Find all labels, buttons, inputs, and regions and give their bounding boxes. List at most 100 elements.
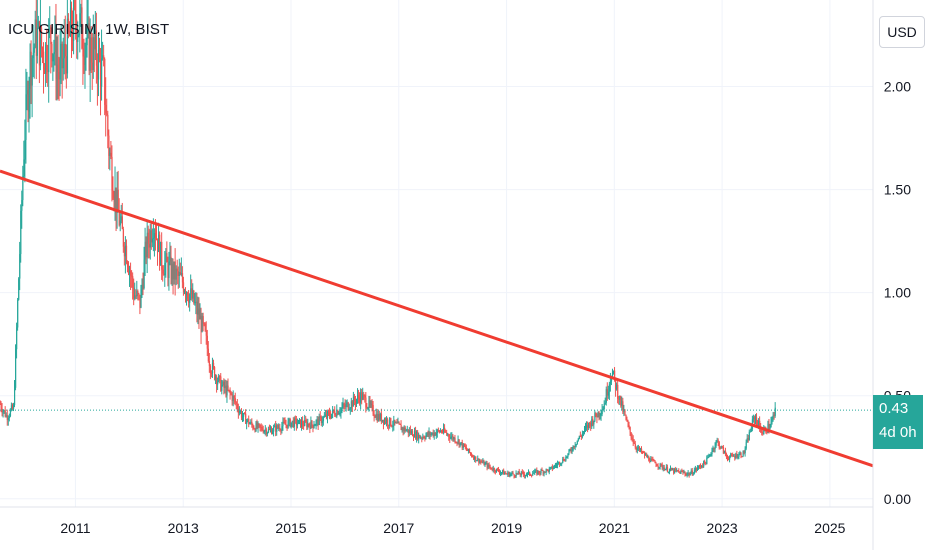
candle-body	[142, 285, 144, 289]
candle-body	[389, 417, 391, 426]
candle-body	[667, 471, 670, 473]
candle-body	[212, 362, 215, 368]
candle-body	[717, 440, 719, 443]
candle-body	[367, 407, 369, 409]
candle-body	[661, 464, 663, 469]
candle-body	[274, 425, 276, 428]
candle-body	[757, 421, 759, 427]
candle-body	[265, 429, 268, 435]
candle-body	[440, 430, 443, 432]
candle-body	[458, 439, 460, 446]
candle-body	[133, 287, 135, 299]
candle-body	[442, 431, 444, 433]
candle-body	[362, 394, 364, 400]
candle-body	[377, 414, 379, 422]
candle-body	[6, 415, 8, 420]
candle-body	[546, 469, 548, 471]
candle-body	[31, 58, 33, 86]
candle-body	[748, 431, 750, 441]
candle-body	[96, 65, 99, 80]
candle-body	[288, 419, 290, 422]
candle-body	[680, 471, 682, 474]
candle-body	[570, 449, 572, 451]
candle-body	[585, 426, 587, 428]
candle-body	[722, 447, 725, 454]
time-tick-label: 2019	[491, 520, 522, 536]
candle-body	[314, 424, 316, 427]
candle-body	[379, 413, 382, 420]
candle-body	[107, 114, 109, 136]
candle-body	[423, 436, 425, 438]
candle-body	[223, 381, 225, 389]
candle-body	[665, 466, 668, 469]
candle-body	[645, 454, 647, 456]
candle-body	[226, 385, 228, 396]
candle-body	[383, 419, 386, 424]
candle-body	[614, 370, 616, 379]
candle-body	[101, 58, 103, 87]
candle-body	[483, 460, 485, 466]
candle-body	[634, 443, 636, 448]
candle-body	[267, 429, 270, 433]
candle-body	[663, 467, 665, 471]
candle-body	[532, 473, 534, 476]
candle-body	[738, 454, 740, 457]
symbol-legend[interactable]: ICU GIRISIM, 1W, BIST	[8, 21, 170, 38]
candle-body	[704, 460, 706, 463]
candle-body	[606, 389, 608, 396]
candle-body	[218, 375, 220, 382]
candle-body	[45, 44, 47, 74]
candle-body	[743, 451, 745, 454]
candle-body	[629, 427, 631, 433]
candle-body	[135, 295, 137, 297]
candle-body	[280, 429, 282, 431]
candle-body	[294, 418, 297, 420]
candle-body	[479, 461, 481, 463]
candle-body	[451, 435, 453, 437]
candle-body	[767, 423, 769, 433]
candle-body	[673, 469, 675, 473]
candle-body	[324, 414, 327, 417]
candle-body	[14, 387, 16, 406]
candle-body	[519, 474, 521, 476]
candle-body	[601, 410, 603, 415]
candle-body	[111, 156, 113, 191]
candle-body	[702, 465, 704, 467]
currency-button[interactable]: USD	[879, 16, 925, 48]
candle-body	[475, 456, 477, 461]
candle-body	[49, 27, 51, 30]
candle-body	[262, 430, 264, 433]
candle-body	[737, 456, 739, 458]
candle-body	[385, 419, 387, 423]
candle-body	[90, 37, 92, 63]
candle-body	[258, 423, 260, 425]
candle-body	[132, 276, 134, 288]
candle-body	[47, 69, 49, 73]
candle-body	[393, 419, 395, 426]
candle-body	[164, 262, 166, 276]
candle-body	[516, 472, 518, 474]
price-tick-label: 2.00	[884, 79, 911, 95]
candle-body	[421, 437, 423, 439]
candle-body	[281, 426, 283, 431]
candle-body	[257, 423, 259, 428]
candle-body	[537, 470, 539, 475]
candle-body	[24, 139, 26, 160]
candle-body	[369, 400, 371, 405]
candle-body	[285, 424, 287, 426]
candle-body	[763, 429, 765, 434]
candle-body	[430, 433, 432, 436]
candle-body	[20, 210, 22, 255]
candle-body	[291, 420, 293, 423]
trendline[interactable]	[0, 169, 874, 468]
candle-body	[382, 419, 385, 424]
candle-body	[432, 432, 434, 436]
candle-body	[273, 427, 275, 432]
candle-body	[337, 410, 339, 415]
time-axis[interactable]: 2011 2013 2015 2017 2019 2021 2023 2025	[60, 520, 845, 536]
candle-body	[272, 431, 274, 434]
candle-body	[734, 455, 736, 458]
candle-body	[597, 411, 599, 418]
price-tick-label: 1.00	[884, 285, 911, 301]
